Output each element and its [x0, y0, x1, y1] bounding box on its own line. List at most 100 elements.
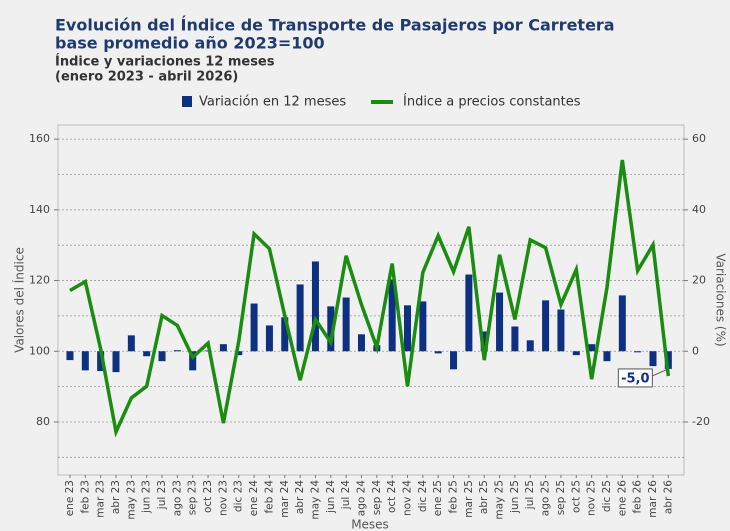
y2-tick-label: -20 — [692, 415, 710, 428]
legend-swatch — [182, 96, 192, 107]
x-tick-label: may 25 — [494, 480, 506, 520]
x-tick-label: sep 24 — [371, 480, 383, 516]
bar — [557, 309, 565, 352]
x-tick-label: feb 24 — [263, 480, 275, 514]
x-tick-label: ago 25 — [540, 480, 552, 516]
x-tick-label: nov 24 — [402, 480, 414, 516]
x-tick-label: abr 25 — [478, 480, 490, 514]
bar — [250, 303, 258, 352]
bar — [480, 331, 488, 352]
bar — [296, 284, 304, 352]
x-tick-label: dic 25 — [601, 480, 613, 512]
bar — [465, 274, 473, 352]
x-tick-label: feb 26 — [632, 480, 644, 514]
bar — [496, 292, 504, 352]
y-tick-label: 140 — [29, 203, 50, 216]
x-tick-label: sep 23 — [187, 480, 199, 515]
subtitle: Índice y variaciones 12 meses — [55, 54, 275, 70]
legend-label: Variación en 12 meses — [199, 95, 346, 110]
y-axis-label: Valores del Índice — [12, 247, 27, 353]
x-tick-label: mar 23 — [95, 480, 107, 518]
x-tick-label: nov 23 — [217, 480, 229, 516]
bar — [97, 351, 105, 372]
bar — [649, 351, 657, 367]
x-tick-label: feb 25 — [448, 480, 460, 514]
bar — [572, 351, 580, 356]
x-tick-label: ene 26 — [616, 480, 628, 517]
bar — [327, 306, 335, 352]
annotation-box — [617, 368, 653, 388]
bar — [434, 351, 442, 354]
y-tick-label: 160 — [29, 132, 50, 145]
chart-title: Evolución del Índice de Transporte de Pa… — [55, 16, 615, 35]
y2-axis-label: Variaciones (%) — [714, 253, 728, 346]
bar — [265, 325, 273, 352]
y2-tick-label: 0 — [692, 344, 699, 357]
bar — [542, 300, 550, 352]
subtitle: (enero 2023 - abril 2026) — [55, 70, 238, 85]
x-tick-label: sep 25 — [555, 480, 567, 515]
line — [69, 159, 671, 438]
bar — [189, 351, 197, 371]
x-tick-label: jun 24 — [325, 480, 337, 514]
x-tick-label: dic 24 — [417, 480, 429, 512]
x-tick-label: nov 25 — [586, 480, 598, 516]
x-tick-label: jul 23 — [156, 480, 168, 510]
plot-frame — [57, 124, 685, 476]
bar — [281, 317, 289, 352]
bar — [588, 344, 596, 352]
x-tick-label: oct 25 — [570, 480, 582, 513]
bar — [388, 279, 396, 352]
y-tick-label: 80 — [36, 415, 50, 428]
x-tick-label: jun 23 — [141, 480, 153, 514]
x-tick-label: oct 24 — [386, 480, 398, 513]
x-tick-label: abr 24 — [294, 480, 306, 514]
bar — [634, 351, 642, 353]
bar — [618, 295, 626, 352]
y2-tick-label: 60 — [692, 132, 706, 145]
y-tick-label: 100 — [29, 344, 50, 357]
y2-tick-label: 40 — [692, 203, 706, 216]
x-tick-label: jul 25 — [524, 480, 536, 510]
bar — [81, 351, 89, 371]
x-tick-label: mar 24 — [279, 480, 291, 518]
bar — [450, 351, 458, 370]
bar — [357, 334, 365, 352]
bar — [511, 326, 519, 352]
x-tick-label: may 23 — [125, 480, 137, 520]
legend-label: Índice a precios constantes — [403, 94, 581, 110]
x-tick-label: ene 25 — [432, 480, 444, 516]
bar — [664, 351, 672, 369]
bar — [526, 340, 534, 352]
x-tick-label: mar 25 — [463, 480, 475, 518]
bar — [311, 261, 319, 352]
bar — [219, 344, 227, 352]
x-tick-label: abr 23 — [110, 480, 122, 514]
x-tick-label: dic 23 — [233, 480, 245, 512]
bar — [112, 351, 120, 373]
x-tick-label: jun 25 — [509, 480, 521, 514]
x-tick-label: jul 24 — [340, 480, 352, 511]
bar — [404, 305, 412, 352]
bar — [173, 350, 181, 352]
bar — [66, 351, 74, 361]
x-tick-label: mar 26 — [647, 480, 659, 518]
x-tick-label: abr 26 — [662, 480, 674, 514]
bar — [127, 335, 135, 352]
value-label: -5,0 — [621, 371, 649, 386]
x-tick-label: feb 23 — [79, 480, 91, 514]
x-tick-label: ago 24 — [355, 480, 367, 517]
bar — [158, 351, 166, 362]
x-tick-label: ene 24 — [248, 480, 260, 517]
annotation-leader — [652, 368, 669, 377]
x-tick-label: ene 23 — [64, 480, 76, 516]
y-tick-label: 120 — [29, 274, 50, 287]
bar — [235, 351, 243, 356]
x-tick-label: oct 23 — [202, 480, 214, 513]
bar — [342, 297, 350, 352]
bar — [143, 351, 151, 357]
y2-tick-label: 20 — [692, 274, 706, 287]
bar — [419, 301, 427, 352]
bar — [603, 351, 611, 362]
